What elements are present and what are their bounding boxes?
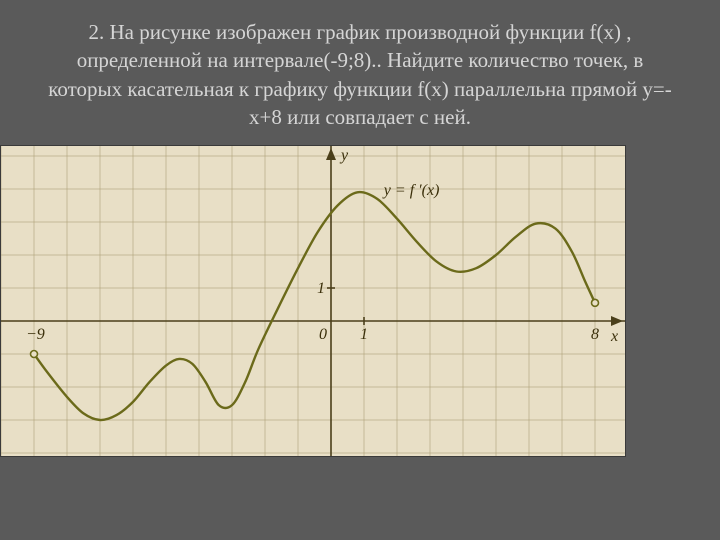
svg-text:y: y <box>339 147 349 164</box>
open-endpoint <box>592 300 599 307</box>
problem-statement: 2. На рисунке изображен график производн… <box>40 18 680 131</box>
svg-text:1: 1 <box>317 280 325 297</box>
svg-text:1: 1 <box>360 326 368 343</box>
svg-text:0: 0 <box>319 326 327 343</box>
svg-text:−9: −9 <box>26 326 45 343</box>
chart-svg: 0 1 −9 8 1 x y y = f ′(x) <box>1 146 625 456</box>
svg-text:8: 8 <box>591 326 599 343</box>
slide: 2. На рисунке изображен график производн… <box>0 0 720 540</box>
derivative-chart: 0 1 −9 8 1 x y y = f ′(x) <box>0 145 626 457</box>
curve-label: y = f ′(x) <box>382 182 440 199</box>
open-endpoint <box>31 351 38 358</box>
svg-text:x: x <box>610 328 618 345</box>
